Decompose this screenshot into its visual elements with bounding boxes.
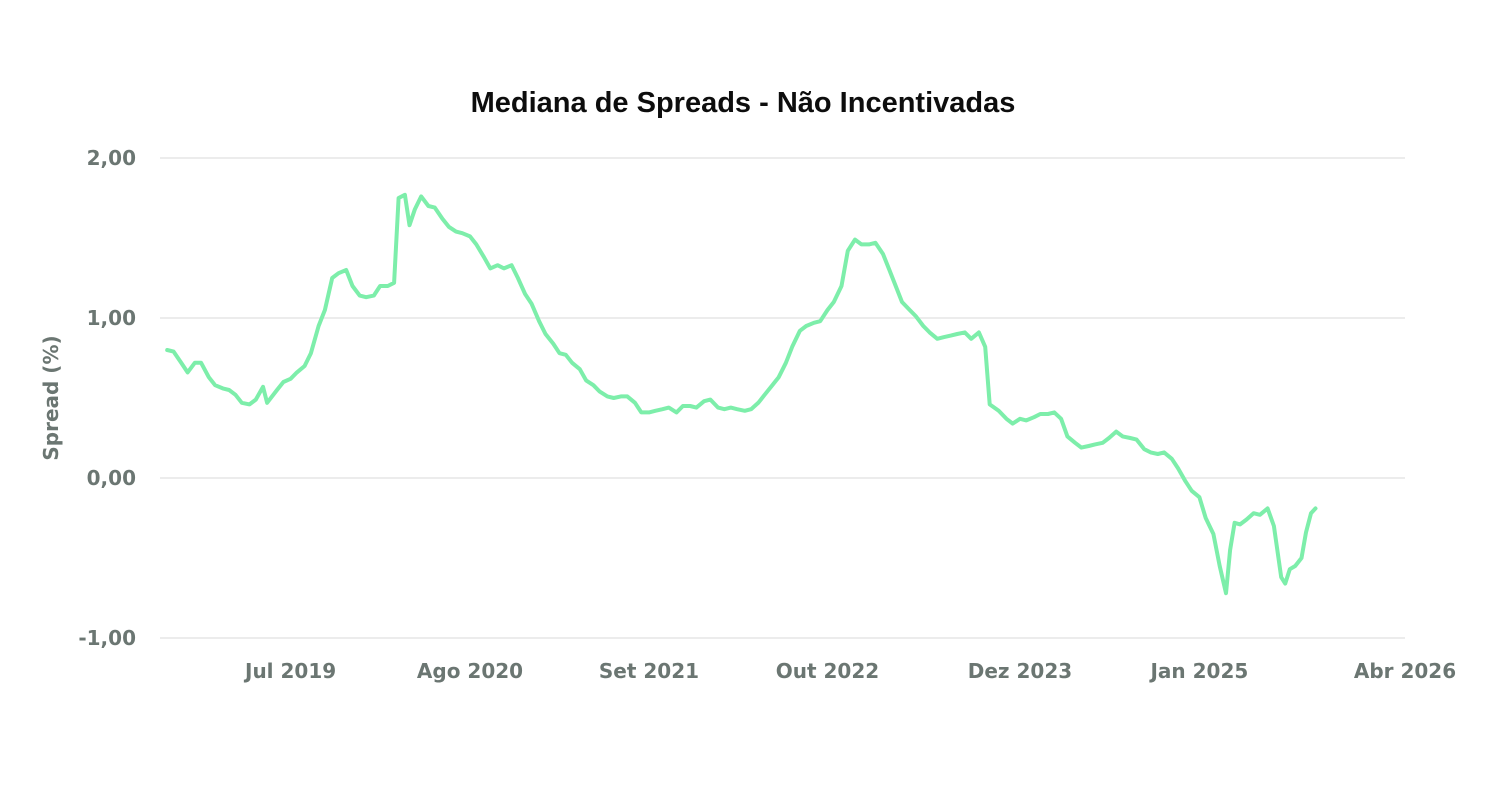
x-tick-label: Jul 2019 [243,659,336,683]
y-tick-label: 0,00 [87,466,136,490]
series-line [165,192,1318,596]
y-tick-label: 1,00 [87,306,136,330]
x-tick-label: Ago 2020 [417,659,523,683]
x-tick-label: Jan 2025 [1148,659,1248,683]
x-tick-label: Abr 2026 [1354,659,1456,683]
x-tick-label: Dez 2023 [968,659,1072,683]
y-tick-labels: 2,00 1,00 0,00 -1,00 [78,146,136,650]
y-tick-label: -1,00 [78,626,136,650]
x-tick-label: Out 2022 [776,659,879,683]
y-axis-label: Spread (%) [39,335,63,460]
x-tick-labels: Jul 2019 Ago 2020 Set 2021 Out 2022 Dez 2023… [243,659,1456,683]
chart-title: Mediana de Spreads - Não Incentivadas [471,87,1016,119]
series-group [165,192,1318,596]
y-tick-label: 2,00 [87,146,136,170]
grid-lines [160,157,1405,639]
x-tick-label: Set 2021 [599,659,699,683]
